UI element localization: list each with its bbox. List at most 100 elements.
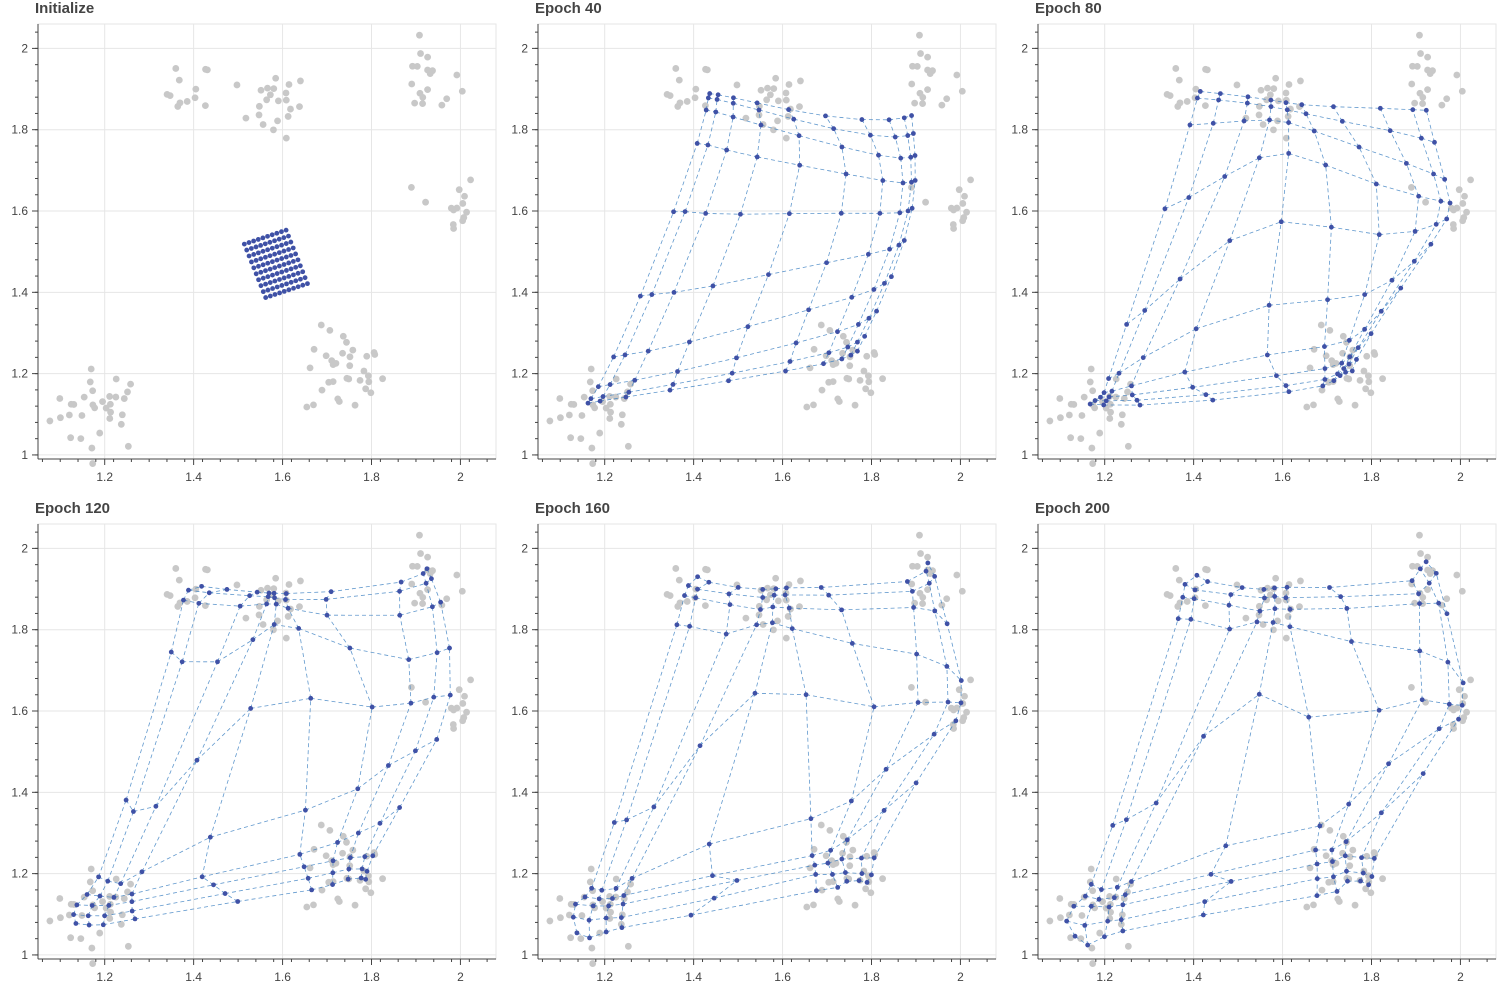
som-edge: [894, 136, 902, 159]
data-point: [567, 934, 575, 942]
som-edge: [1104, 921, 1109, 937]
som-edge: [1420, 138, 1434, 175]
data-point: [362, 385, 370, 393]
data-point: [924, 86, 931, 94]
data-point: [297, 77, 304, 85]
data-point: [458, 587, 466, 595]
som-node: [1327, 585, 1332, 590]
som-node: [207, 834, 213, 840]
som-node: [186, 587, 191, 593]
som-node: [355, 830, 361, 836]
som-edge: [828, 331, 838, 353]
som-node: [1322, 366, 1328, 372]
som-node: [909, 205, 915, 211]
data-point: [691, 94, 699, 102]
data-point: [849, 346, 857, 354]
som-edge: [1231, 863, 1318, 882]
som-edge: [1190, 598, 1195, 620]
som-node: [910, 131, 916, 136]
som-node: [248, 706, 254, 711]
som-node: [279, 283, 285, 288]
data-point: [419, 593, 427, 601]
som-node: [256, 277, 261, 283]
data-point: [263, 96, 271, 104]
som-node: [267, 266, 273, 272]
som-node: [826, 350, 832, 356]
som-edge: [1390, 130, 1422, 139]
data-point: [192, 85, 200, 93]
data-point: [908, 580, 916, 588]
y-tick-label: 1.2: [511, 367, 528, 381]
data-point: [1335, 898, 1343, 905]
som-node: [305, 875, 311, 881]
data-point: [203, 66, 211, 74]
som-node: [1208, 871, 1214, 877]
data-point: [1370, 849, 1378, 856]
som-node: [276, 250, 282, 256]
som-edge: [789, 342, 797, 362]
som-edge: [286, 591, 332, 594]
som-node: [1180, 594, 1186, 600]
som-node: [256, 263, 261, 269]
som-node: [270, 272, 275, 278]
data-point: [88, 444, 96, 452]
som-edge: [1379, 699, 1423, 711]
som-node: [1085, 942, 1091, 948]
som-node: [573, 901, 578, 907]
som-edge: [249, 595, 269, 598]
som-node: [859, 117, 865, 122]
data-point: [911, 99, 919, 107]
data-point: [924, 586, 931, 594]
data-point: [1088, 444, 1096, 452]
som-edge: [788, 607, 793, 629]
som-edge: [898, 210, 909, 246]
data-point: [1438, 101, 1446, 109]
som-edge: [1074, 935, 1088, 946]
som-node: [876, 152, 881, 158]
data-point: [1096, 429, 1104, 437]
som-edge: [805, 694, 812, 819]
som-edge: [673, 143, 698, 212]
som-edge: [287, 608, 300, 629]
som-node: [266, 590, 272, 596]
som-edge: [1131, 371, 1185, 387]
data-point: [674, 603, 682, 610]
data-point: [577, 935, 585, 942]
data-point: [624, 888, 631, 896]
data-point: [1117, 920, 1125, 928]
data-point: [449, 221, 457, 228]
data-point: [450, 206, 457, 214]
data-point: [1296, 603, 1303, 611]
data-point: [460, 714, 468, 721]
y-tick-label: 1.2: [511, 867, 528, 881]
som-node: [129, 891, 135, 897]
data-point: [1107, 908, 1114, 916]
data-point: [742, 114, 750, 122]
som-edge: [1195, 240, 1231, 329]
data-point: [174, 603, 182, 610]
data-point: [65, 911, 73, 919]
som-node: [265, 287, 271, 293]
som-edge: [907, 135, 912, 158]
data-point: [46, 417, 54, 425]
data-point: [683, 98, 691, 105]
data-point: [1233, 581, 1241, 589]
som-edge: [1276, 368, 1325, 377]
y-tick-label: 2: [1021, 41, 1028, 55]
som-edge: [1228, 605, 1230, 630]
som-node: [582, 894, 588, 900]
som-edge: [757, 102, 789, 110]
som-edge: [310, 697, 373, 708]
som-node: [1343, 839, 1349, 845]
som-node: [1376, 707, 1382, 713]
som-node: [89, 903, 95, 908]
x-tick-label: 1.6: [274, 470, 291, 484]
som-node: [766, 272, 771, 278]
som-edge: [623, 880, 737, 905]
som-node: [944, 621, 950, 627]
data-point: [1329, 361, 1337, 368]
som-edge: [331, 581, 402, 593]
som-node: [1268, 104, 1274, 110]
som-node: [281, 248, 287, 254]
data-point: [589, 460, 597, 467]
